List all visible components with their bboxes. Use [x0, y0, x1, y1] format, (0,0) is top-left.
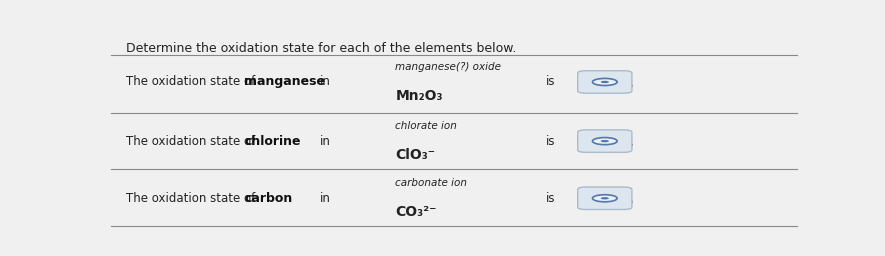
Text: manganese(?) oxide: manganese(?) oxide: [396, 62, 501, 72]
Circle shape: [592, 195, 617, 202]
Text: is: is: [546, 76, 556, 89]
Text: .: .: [628, 132, 634, 150]
Text: manganese: manganese: [244, 76, 326, 89]
Text: carbon: carbon: [244, 192, 293, 205]
Text: Mn₂O₃: Mn₂O₃: [396, 89, 442, 103]
Text: The oxidation state of: The oxidation state of: [126, 76, 255, 89]
Circle shape: [601, 81, 609, 83]
Circle shape: [592, 78, 617, 86]
Circle shape: [601, 197, 609, 199]
FancyBboxPatch shape: [578, 71, 632, 93]
FancyBboxPatch shape: [578, 130, 632, 152]
Text: .: .: [628, 189, 634, 207]
Text: Determine the oxidation state for each of the elements below.: Determine the oxidation state for each o…: [126, 41, 516, 55]
Text: .: .: [628, 73, 634, 91]
Circle shape: [601, 140, 609, 142]
Text: is: is: [546, 192, 556, 205]
Text: in: in: [319, 135, 331, 148]
Text: The oxidation state of: The oxidation state of: [126, 192, 255, 205]
FancyBboxPatch shape: [578, 187, 632, 209]
Text: The oxidation state of: The oxidation state of: [126, 135, 255, 148]
Circle shape: [592, 137, 617, 145]
Text: ClO₃⁻: ClO₃⁻: [396, 148, 435, 162]
Text: is: is: [546, 135, 556, 148]
Text: carbonate ion: carbonate ion: [396, 178, 467, 188]
Text: in: in: [319, 76, 331, 89]
Text: chlorate ion: chlorate ion: [396, 121, 458, 131]
Text: CO₃²⁻: CO₃²⁻: [396, 205, 437, 219]
Text: chlorine: chlorine: [244, 135, 301, 148]
Text: in: in: [319, 192, 331, 205]
